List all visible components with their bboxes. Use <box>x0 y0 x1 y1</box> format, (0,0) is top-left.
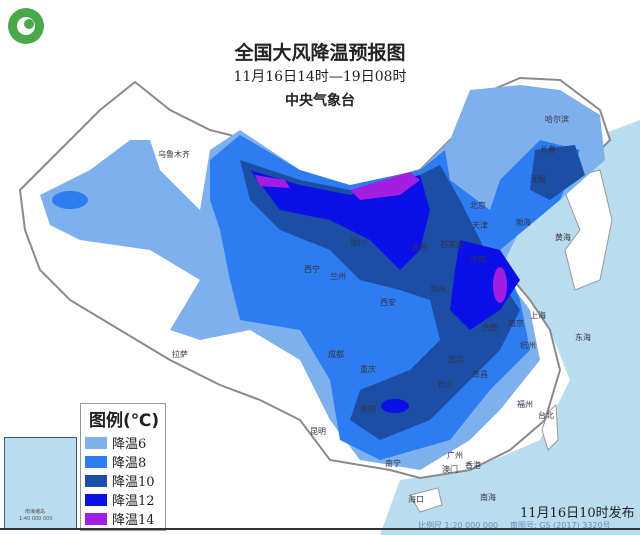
city-xian: 西安 <box>380 297 396 307</box>
legend-swatch <box>85 512 107 525</box>
city-tianjin: 天津 <box>472 220 488 230</box>
legend-item: 降温12 <box>85 490 161 509</box>
forecast-period: 11月16日14时—19日08时 <box>233 69 407 85</box>
city-chengdu: 成都 <box>328 349 344 359</box>
inset-scale: 1:40 000 000 <box>19 516 53 522</box>
region-cooling-14-shandong <box>493 267 507 303</box>
city-zhengzhou: 郑州 <box>430 284 446 294</box>
legend-item: 降温6 <box>85 433 161 452</box>
city-lanzhou: 兰州 <box>330 271 346 281</box>
legend-swatch <box>85 474 107 487</box>
city-shenyang: 沈阳 <box>530 174 546 184</box>
region-cooling-10-ne <box>530 145 585 200</box>
city-urumqi: 乌鲁木齐 <box>158 149 190 159</box>
city-guangzhou: 广州 <box>447 450 463 460</box>
city-shijiazhuang: 石家庄 <box>440 239 464 249</box>
legend-title: 图例(℃) <box>89 411 160 431</box>
sea-bohai: 渤海 <box>515 217 531 227</box>
sea-south: 南海 <box>480 492 496 502</box>
city-taipei: 台北 <box>538 410 554 420</box>
sea <box>380 120 640 535</box>
bottom-frame <box>0 528 640 530</box>
legend-item: 降温10 <box>85 471 161 490</box>
issuer: 中央气象台 <box>285 93 355 109</box>
legend-swatch <box>85 436 107 449</box>
city-kunming: 昆明 <box>310 427 326 436</box>
city-hangzhou: 杭州 <box>520 340 536 350</box>
taiwan <box>541 403 559 451</box>
region-cooling-14 <box>255 172 420 200</box>
logo <box>8 8 44 44</box>
region-cooling-12-guizhou <box>381 399 409 413</box>
sea-east: 东海 <box>575 332 591 342</box>
sea-yellow: 黄海 <box>555 232 571 242</box>
city-shanghai: 上海 <box>530 310 546 320</box>
hainan <box>409 487 443 513</box>
city-hongkong: 香港 <box>465 460 481 470</box>
city-xining: 西宁 <box>304 264 320 274</box>
legend-item: 降温8 <box>85 452 161 471</box>
city-hefei: 合肥 <box>482 322 498 332</box>
city-changsha: 长沙 <box>437 379 453 389</box>
city-nanchang: 南昌 <box>472 369 488 379</box>
city-nanning: 南宁 <box>385 458 401 468</box>
south-china-sea-inset: 南海诸岛 1:40 000 000 <box>4 437 77 529</box>
legend: 图例(℃) 降温6 降温8 降温10 降温12 降温14 <box>80 403 166 531</box>
legend-item: 降温14 <box>85 509 161 528</box>
city-taiyuan: 太原 <box>412 242 428 252</box>
city-changchun: 长春 <box>540 144 556 154</box>
map-title: 全国大风降温预报图 <box>234 42 406 64</box>
legend-swatch <box>85 455 107 468</box>
region-cooling-8-west <box>52 191 88 209</box>
city-chongqing: 重庆 <box>360 364 376 374</box>
city-lhasa: 拉萨 <box>172 349 188 359</box>
city-yinchuan: 银川 <box>350 237 366 247</box>
issued-time: 11月16日10时发布 <box>520 506 635 521</box>
city-haikou: 海口 <box>408 494 424 504</box>
city-fuzhou: 福州 <box>517 400 533 409</box>
city-beijing: 北京 <box>470 200 486 210</box>
legend-label: 降温10 <box>112 475 155 490</box>
legend-label: 降温14 <box>112 513 155 528</box>
legend-label: 降温12 <box>112 494 155 509</box>
legend-label: 降温6 <box>112 437 147 452</box>
legend-swatch <box>85 493 107 506</box>
cooling-regions <box>40 85 605 470</box>
city-jinan: 济南 <box>470 254 486 264</box>
city-wuhan: 武汉 <box>448 354 464 364</box>
city-nanjing: 南京 <box>508 318 524 328</box>
region-cooling-10 <box>240 160 520 440</box>
city-harbin: 哈尔滨 <box>545 114 569 124</box>
region-cooling-12-east <box>450 240 520 330</box>
scale-text: 比例尺 1:20 000 000 <box>418 521 499 530</box>
city-labels: 乌鲁木齐 拉萨 西宁 兰州 银川 西安 成都 重庆 贵阳 昆明 南宁 广州 香港… <box>158 114 591 504</box>
korea <box>559 169 613 291</box>
approval-number: 审图号: GS (2017) 3320号 <box>510 521 611 530</box>
city-guiyang: 贵阳 <box>360 404 376 414</box>
legend-label: 降温8 <box>112 456 147 471</box>
inset-label: 南海诸岛 <box>25 509 46 515</box>
city-macau: 澳门 <box>442 464 458 474</box>
